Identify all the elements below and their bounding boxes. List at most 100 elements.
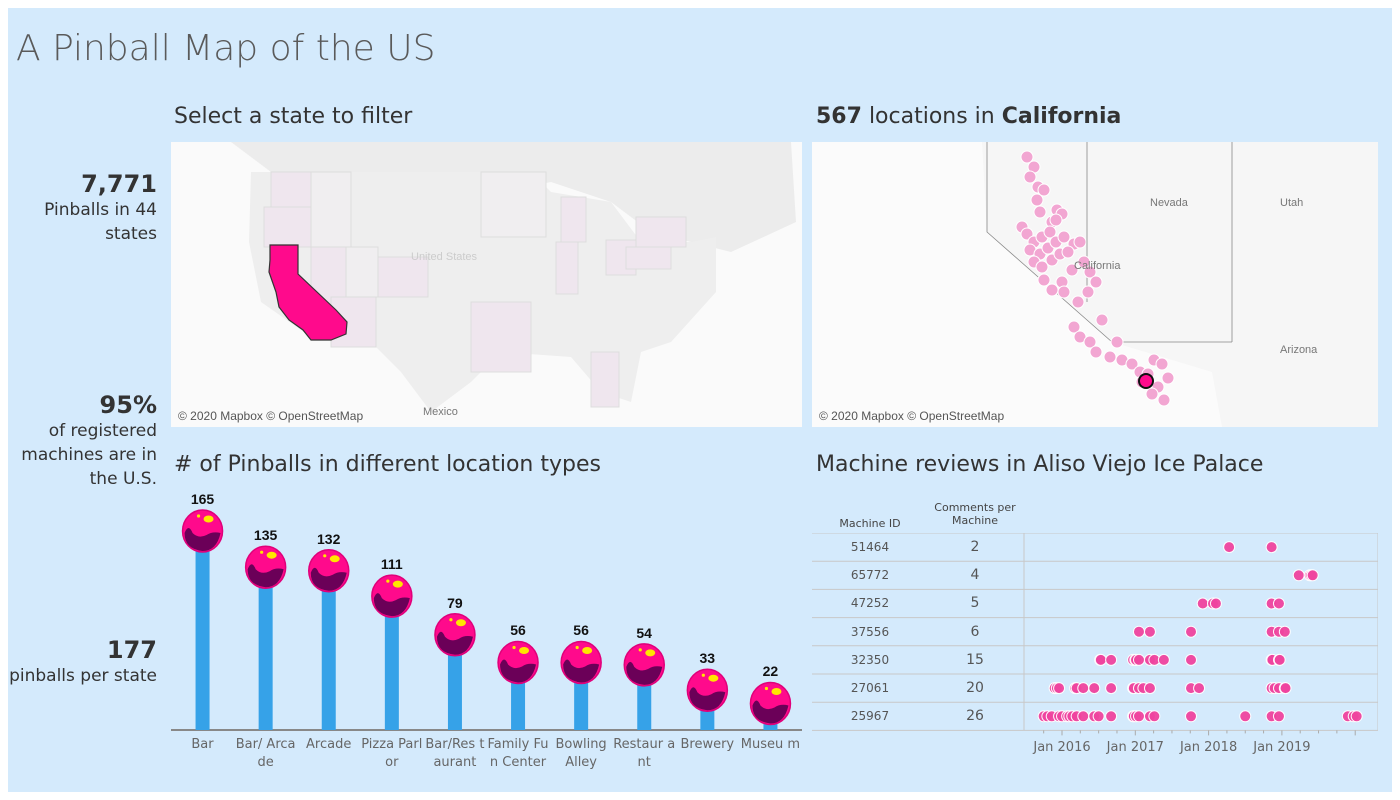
- location-dot[interactable]: [1061, 245, 1075, 259]
- review-dot[interactable]: [1185, 710, 1198, 723]
- table-row[interactable]: [1132, 625, 1291, 638]
- state-new-york[interactable]: [635, 216, 687, 248]
- location-dot[interactable]: [1157, 393, 1171, 407]
- state-idaho[interactable]: [310, 171, 352, 253]
- location-dot[interactable]: [1145, 387, 1159, 401]
- table-row[interactable]: [1223, 541, 1278, 554]
- review-dot[interactable]: [1185, 653, 1198, 666]
- bar[interactable]: [321, 570, 336, 730]
- us-map-svg[interactable]: United States: [171, 142, 802, 427]
- location-dot[interactable]: [1073, 235, 1087, 249]
- pinball-icon[interactable]: [181, 509, 224, 553]
- pinball-icon[interactable]: [623, 643, 665, 687]
- location-dot[interactable]: [1089, 275, 1103, 289]
- pinball-icon[interactable]: [244, 545, 287, 589]
- review-dot[interactable]: [1272, 597, 1285, 610]
- review-dot[interactable]: [1185, 625, 1198, 638]
- review-dot[interactable]: [1292, 569, 1305, 582]
- location-dot[interactable]: [1103, 350, 1117, 364]
- location-dot[interactable]: [1083, 265, 1097, 279]
- location-dot[interactable]: [1020, 150, 1034, 164]
- review-dot[interactable]: [1088, 682, 1101, 695]
- review-dot[interactable]: [1196, 597, 1209, 610]
- review-dot[interactable]: [1132, 710, 1145, 723]
- state-illinois[interactable]: [555, 241, 579, 295]
- review-dot[interactable]: [1143, 682, 1156, 695]
- review-dot[interactable]: [1105, 653, 1118, 666]
- review-dot[interactable]: [1209, 597, 1222, 610]
- table-row[interactable]: [1048, 682, 1292, 695]
- review-dot[interactable]: [1132, 653, 1145, 666]
- location-dot[interactable]: [1155, 357, 1169, 371]
- review-dot[interactable]: [1273, 653, 1286, 666]
- state-oregon[interactable]: [263, 206, 312, 248]
- review-dot[interactable]: [1157, 653, 1170, 666]
- location-dot[interactable]: [1037, 273, 1051, 287]
- table-row[interactable]: [1196, 597, 1285, 610]
- state-minnesota[interactable]: [480, 171, 547, 238]
- review-dot[interactable]: [1223, 541, 1236, 554]
- map-credit[interactable]: © 2020 Mapbox © OpenStreetMap: [178, 409, 364, 423]
- location-dot[interactable]: [1049, 213, 1063, 227]
- location-dot[interactable]: [1037, 183, 1051, 197]
- state-california-selected[interactable]: [268, 244, 348, 341]
- state-wisconsin[interactable]: [560, 196, 587, 243]
- state-texas[interactable]: [470, 301, 532, 373]
- location-dot[interactable]: [1057, 230, 1071, 244]
- review-dot[interactable]: [1092, 710, 1105, 723]
- pinball-icon[interactable]: [686, 668, 729, 712]
- state-florida[interactable]: [590, 351, 620, 408]
- review-dot[interactable]: [1105, 710, 1118, 723]
- column-header-comments[interactable]: Comments per Machine: [934, 501, 1016, 527]
- location-dot[interactable]: [1043, 225, 1057, 239]
- review-dot[interactable]: [1350, 710, 1363, 723]
- review-dot[interactable]: [1105, 682, 1118, 695]
- review-dot[interactable]: [1265, 541, 1278, 554]
- review-dot[interactable]: [1279, 682, 1292, 695]
- table-row[interactable]: [1037, 710, 1363, 723]
- location-dot[interactable]: [1077, 255, 1091, 269]
- review-dot[interactable]: [1272, 710, 1285, 723]
- map-credit[interactable]: © 2020 Mapbox © OpenStreetMap: [819, 409, 1005, 423]
- bar[interactable]: [384, 596, 399, 730]
- state-pennsylvania[interactable]: [625, 246, 672, 270]
- location-dot[interactable]: [1161, 371, 1175, 385]
- review-dot[interactable]: [1143, 625, 1156, 638]
- review-dot[interactable]: [1077, 710, 1090, 723]
- table-row[interactable]: [1094, 653, 1286, 666]
- review-dot[interactable]: [1306, 569, 1319, 582]
- state-utah[interactable]: [345, 246, 379, 298]
- pinball-icon[interactable]: [749, 681, 792, 726]
- location-dot[interactable]: [1065, 263, 1079, 277]
- location-dot[interactable]: [1083, 335, 1097, 349]
- pinball-icon[interactable]: [560, 640, 602, 685]
- location-dot[interactable]: [1071, 295, 1085, 309]
- location-dot[interactable]: [1081, 285, 1095, 299]
- location-dot[interactable]: [1035, 260, 1049, 274]
- review-dot[interactable]: [1193, 682, 1206, 695]
- location-dot[interactable]: [1110, 335, 1124, 349]
- review-dot[interactable]: [1077, 682, 1090, 695]
- review-dot[interactable]: [1094, 653, 1107, 666]
- state-map[interactable]: United States Mexico © 2020 Mapbox © Ope…: [171, 142, 802, 427]
- location-dot[interactable]: [1125, 357, 1139, 371]
- pinball-icon[interactable]: [434, 612, 476, 657]
- location-map[interactable]: Nevada Utah California Arizona © 2020 Ma…: [812, 142, 1378, 427]
- location-dot[interactable]: [1067, 320, 1081, 334]
- location-dot[interactable]: [1030, 193, 1044, 207]
- location-dot[interactable]: [1089, 345, 1103, 359]
- location-dot[interactable]: [1057, 285, 1071, 299]
- location-dot[interactable]: [1095, 313, 1109, 327]
- bar[interactable]: [195, 531, 210, 730]
- location-dot[interactable]: [1045, 283, 1059, 297]
- review-dot[interactable]: [1278, 625, 1291, 638]
- state-colorado[interactable]: [377, 256, 429, 298]
- state-washington[interactable]: [270, 171, 312, 208]
- pinball-icon[interactable]: [371, 574, 413, 618]
- bar[interactable]: [447, 634, 462, 730]
- column-header-machine-id[interactable]: Machine ID: [839, 517, 901, 530]
- location-dot[interactable]: [1033, 205, 1047, 219]
- location-dot[interactable]: [1023, 170, 1037, 184]
- location-map-svg[interactable]: [812, 142, 1378, 427]
- review-dot[interactable]: [1132, 625, 1145, 638]
